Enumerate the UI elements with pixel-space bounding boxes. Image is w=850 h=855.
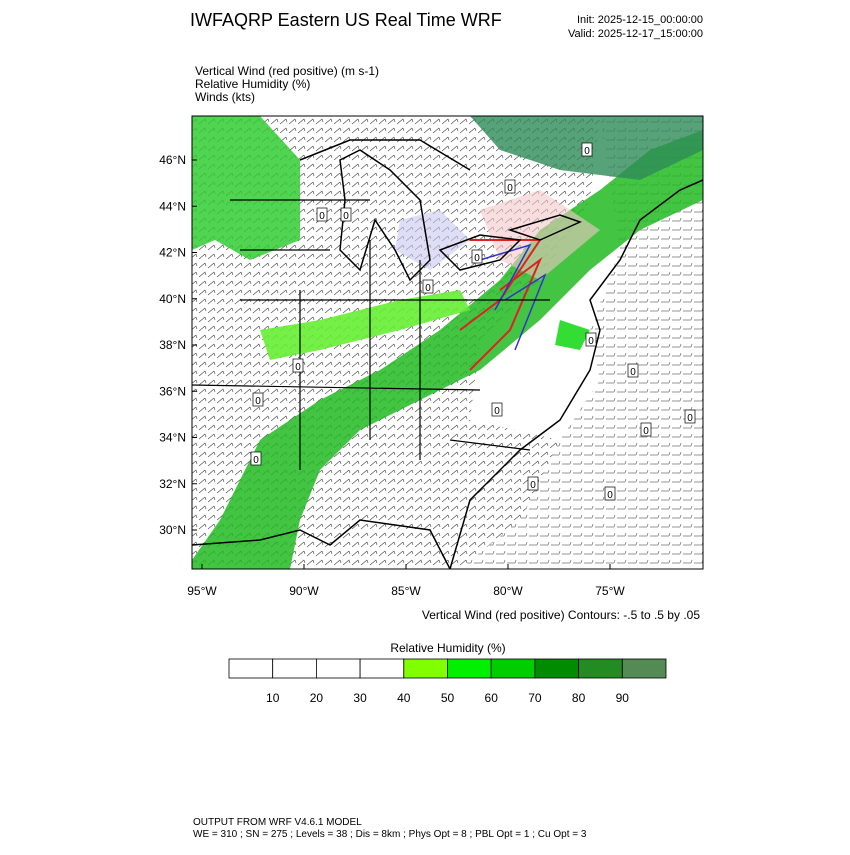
colorbar-box	[534, 658, 580, 679]
contour-label-box	[581, 142, 593, 157]
lat-label: 38°N	[159, 338, 186, 352]
contour-label-box	[252, 392, 264, 407]
init-time: Init: 2025-12-15_00:00:00	[577, 14, 703, 26]
colorbar-label: 30	[353, 691, 367, 705]
field-label: Vertical Wind (red positive) (m s-1)	[195, 64, 379, 78]
contour-label-box	[604, 486, 616, 501]
lat-label: 34°N	[159, 431, 186, 445]
contour-label: 0	[343, 211, 349, 222]
lon-label: 75°W	[595, 584, 625, 598]
contour-label: 0	[584, 146, 590, 157]
colorbar-label: 80	[572, 691, 586, 705]
colorbar-title: Relative Humidity (%)	[390, 641, 505, 655]
map-frame	[191, 115, 704, 570]
contour-label-box	[640, 422, 652, 437]
valid-time: Valid: 2025-12-17_15:00:00	[568, 28, 703, 40]
contour-note: Vertical Wind (red positive) Contours: -…	[422, 608, 700, 622]
contour-label: 0	[253, 455, 259, 466]
colorbar-label: 40	[397, 691, 411, 705]
colorbar-label: 10	[266, 691, 280, 705]
lat-label: 36°N	[159, 384, 186, 398]
contour-label: 0	[425, 283, 431, 294]
lat-label: 32°N	[159, 477, 186, 491]
contour-label-box	[340, 207, 352, 222]
colorbar-box	[490, 658, 536, 679]
colorbar-label: 20	[310, 691, 324, 705]
colorbar-label: 50	[441, 691, 455, 705]
colorbar-box	[272, 658, 317, 679]
colorbar-box	[315, 658, 361, 679]
contour-label-box	[585, 332, 597, 347]
colorbar-box	[228, 658, 274, 679]
colorbar-label: 70	[528, 691, 542, 705]
contour-label-box	[250, 451, 262, 466]
field-label: Winds (kts)	[195, 90, 255, 104]
lat-label: 42°N	[159, 246, 186, 260]
lat-label: 44°N	[159, 199, 186, 213]
contour-label: 0	[507, 183, 513, 194]
contour-label: 0	[588, 336, 594, 347]
contour-label-box	[527, 476, 539, 491]
lon-label: 85°W	[391, 584, 421, 598]
contour-label: 0	[319, 211, 325, 222]
contour-label: 0	[494, 406, 500, 417]
colorbar-box	[578, 658, 623, 679]
contour-label-box	[491, 402, 503, 417]
map	[192, 116, 703, 569]
lon-label: 80°W	[493, 584, 523, 598]
contour-label: 0	[643, 426, 649, 437]
contour-label-box	[422, 279, 434, 294]
contour-label-box	[316, 207, 328, 222]
contour-label-box	[504, 179, 516, 194]
colorbar-box	[447, 658, 492, 679]
contour-label: 0	[630, 367, 636, 378]
contour-label: 0	[295, 362, 301, 373]
colorbar-box	[403, 658, 448, 679]
lat-label: 40°N	[159, 292, 186, 306]
lon-label: 95°W	[187, 584, 217, 598]
contour-label-box	[684, 409, 696, 424]
contour-label: 0	[474, 253, 480, 264]
contour-label-box	[292, 358, 304, 373]
title: IWFAQRP Eastern US Real Time WRF	[190, 10, 502, 30]
footer-line: OUTPUT FROM WRF V4.6.1 MODEL	[193, 817, 362, 828]
field-label: Relative Humidity (%)	[195, 77, 310, 91]
contour-label-box	[471, 249, 483, 264]
lat-label: 30°N	[159, 523, 186, 537]
contour-label-box	[627, 363, 639, 378]
contour-label: 0	[255, 396, 261, 407]
lon-label: 90°W	[289, 584, 319, 598]
colorbar-label: 60	[485, 691, 499, 705]
colorbar-box	[621, 658, 667, 679]
colorbar-label: 90	[616, 691, 630, 705]
contour-label: 0	[687, 413, 693, 424]
lat-label: 46°N	[159, 153, 186, 167]
footer-line: WE = 310 ; SN = 275 ; Levels = 38 ; Dis …	[193, 829, 587, 840]
contour-label: 0	[607, 490, 613, 501]
colorbar-box	[359, 658, 405, 679]
contour-label: 0	[530, 480, 536, 491]
